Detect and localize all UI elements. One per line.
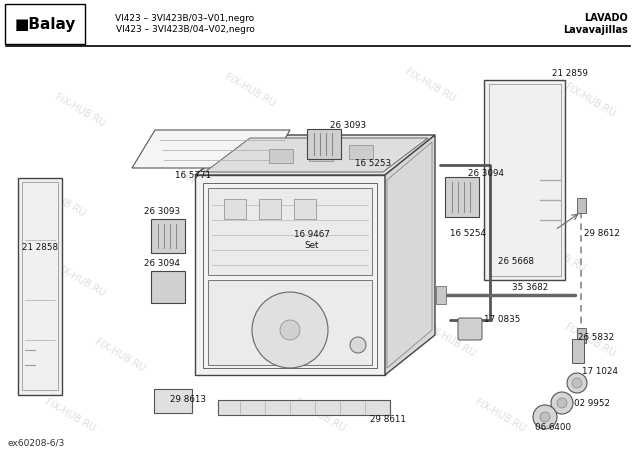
Text: FIX-HUB.RU: FIX-HUB.RU — [423, 322, 477, 358]
Text: 21 2858: 21 2858 — [22, 243, 58, 252]
Text: 29 8613: 29 8613 — [170, 396, 206, 405]
Polygon shape — [18, 178, 62, 395]
FancyBboxPatch shape — [154, 389, 192, 413]
Polygon shape — [195, 175, 385, 375]
Circle shape — [551, 392, 573, 414]
Text: FIX-HUB.RU: FIX-HUB.RU — [33, 182, 87, 218]
Text: FIX-HUB.RU: FIX-HUB.RU — [253, 327, 307, 364]
Text: 26 5668: 26 5668 — [498, 257, 534, 266]
Polygon shape — [218, 400, 390, 415]
Text: 16 5254: 16 5254 — [450, 230, 486, 238]
FancyBboxPatch shape — [572, 339, 584, 363]
Text: FIX-HUB.RU: FIX-HUB.RU — [223, 72, 277, 108]
Circle shape — [252, 292, 328, 368]
Circle shape — [540, 412, 550, 422]
FancyBboxPatch shape — [294, 199, 316, 219]
Circle shape — [572, 378, 582, 388]
Text: FIX-HUB.RU: FIX-HUB.RU — [503, 157, 557, 194]
Text: FIX-HUB.RU: FIX-HUB.RU — [343, 157, 397, 194]
Circle shape — [557, 398, 567, 408]
Text: ex60208-6/3: ex60208-6/3 — [8, 438, 66, 447]
Text: FIX-HUB.RU: FIX-HUB.RU — [563, 322, 617, 358]
Text: 35 3682: 35 3682 — [512, 284, 548, 292]
Text: VI423 – 3VI423B/03–V01,negro
VI423 – 3VI423B/04–V02,negro: VI423 – 3VI423B/03–V01,negro VI423 – 3VI… — [116, 14, 254, 34]
FancyBboxPatch shape — [458, 318, 482, 340]
Circle shape — [533, 405, 557, 429]
Text: 26 3093: 26 3093 — [144, 207, 180, 216]
Polygon shape — [132, 130, 290, 168]
Polygon shape — [385, 135, 435, 375]
Text: 21 2859: 21 2859 — [552, 69, 588, 78]
Text: FIX-HUB.RU: FIX-HUB.RU — [363, 242, 417, 279]
FancyBboxPatch shape — [576, 198, 586, 212]
Text: FIX-HUB.RU: FIX-HUB.RU — [43, 396, 97, 433]
Polygon shape — [208, 280, 372, 365]
Polygon shape — [208, 188, 372, 275]
Text: 06 6400: 06 6400 — [535, 423, 571, 432]
Text: FIX-HUB.RU: FIX-HUB.RU — [473, 396, 527, 433]
Text: FIX-HUB.RU: FIX-HUB.RU — [203, 247, 257, 284]
Text: FIX-HUB.RU: FIX-HUB.RU — [563, 81, 617, 118]
Polygon shape — [195, 135, 435, 175]
Text: FIX-HUB.RU: FIX-HUB.RU — [53, 261, 107, 298]
Text: 26 3093: 26 3093 — [330, 122, 366, 130]
Text: 16 5253: 16 5253 — [355, 159, 391, 168]
Polygon shape — [484, 80, 565, 280]
Text: FIX-HUB.RU: FIX-HUB.RU — [403, 67, 457, 104]
Circle shape — [350, 337, 366, 353]
Text: 16 5771: 16 5771 — [175, 171, 211, 180]
Text: FIX-HUB.RU: FIX-HUB.RU — [173, 166, 227, 203]
FancyBboxPatch shape — [445, 177, 479, 217]
FancyBboxPatch shape — [576, 328, 586, 342]
Polygon shape — [205, 138, 428, 172]
Text: 17 1024: 17 1024 — [582, 368, 618, 377]
Text: 29 8611: 29 8611 — [370, 415, 406, 424]
FancyBboxPatch shape — [269, 149, 293, 163]
FancyBboxPatch shape — [309, 147, 333, 161]
Text: LAVADO
Lavavajillas: LAVADO Lavavajillas — [563, 13, 628, 35]
Text: FIX-HUB.RU: FIX-HUB.RU — [53, 92, 107, 128]
Text: 26 3094: 26 3094 — [468, 170, 504, 179]
Text: FIX-HUB.RU: FIX-HUB.RU — [93, 337, 147, 374]
Text: 17 0835: 17 0835 — [484, 315, 520, 324]
FancyBboxPatch shape — [151, 219, 185, 253]
FancyBboxPatch shape — [259, 199, 281, 219]
Text: FIX-HUB.RU: FIX-HUB.RU — [293, 396, 347, 433]
FancyBboxPatch shape — [436, 286, 446, 304]
Text: ■Balay: ■Balay — [15, 17, 76, 32]
FancyBboxPatch shape — [5, 4, 85, 44]
Circle shape — [567, 373, 587, 393]
Text: 26 5832: 26 5832 — [578, 333, 614, 342]
Text: 26 3094: 26 3094 — [144, 260, 180, 269]
Text: 29 8612: 29 8612 — [584, 229, 620, 238]
FancyBboxPatch shape — [151, 271, 185, 303]
FancyBboxPatch shape — [349, 145, 373, 159]
FancyBboxPatch shape — [224, 199, 246, 219]
Text: 02 9952: 02 9952 — [574, 399, 610, 408]
Text: FIX-HUB.RU: FIX-HUB.RU — [533, 237, 587, 274]
Text: 16 9467
Set: 16 9467 Set — [294, 230, 330, 250]
FancyBboxPatch shape — [307, 129, 341, 159]
Circle shape — [280, 320, 300, 340]
